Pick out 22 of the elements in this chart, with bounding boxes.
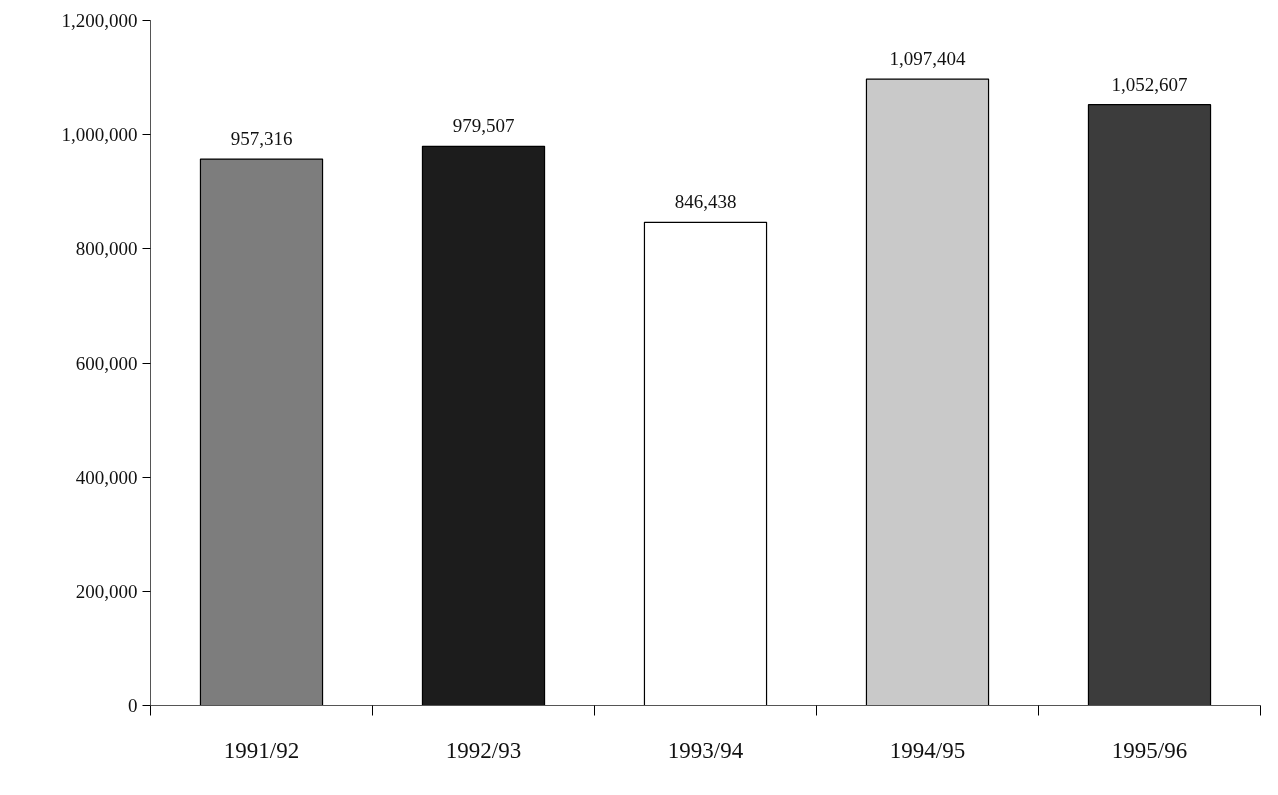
- bar: [643, 221, 768, 706]
- y-tick-label: 800,000: [75, 238, 138, 260]
- x-tick-label: 1994/95: [889, 737, 966, 763]
- bar: [421, 145, 546, 706]
- y-tick-label: 1,000,000: [61, 124, 138, 146]
- data-label: 957,316: [230, 128, 293, 150]
- bar: [865, 78, 990, 706]
- data-label: 979,507: [452, 115, 515, 137]
- y-tick-label: 600,000: [75, 352, 138, 374]
- y-tick-label: 200,000: [75, 580, 138, 602]
- x-tick-label: 1993/94: [667, 737, 744, 763]
- bar: [199, 158, 324, 706]
- y-tick-label: 0: [128, 695, 138, 716]
- x-tick-label: 1991/92: [223, 737, 300, 763]
- data-label: 1,052,607: [1111, 73, 1188, 95]
- y-tick-label: 400,000: [75, 466, 138, 488]
- data-label: 846,438: [674, 191, 737, 213]
- x-tick-label: 1995/96: [1111, 737, 1188, 763]
- x-tick-label: 1992/93: [445, 737, 522, 763]
- bar: [1087, 104, 1212, 706]
- y-tick-label: 1,200,000: [61, 10, 138, 31]
- data-label: 1,097,404: [889, 48, 966, 70]
